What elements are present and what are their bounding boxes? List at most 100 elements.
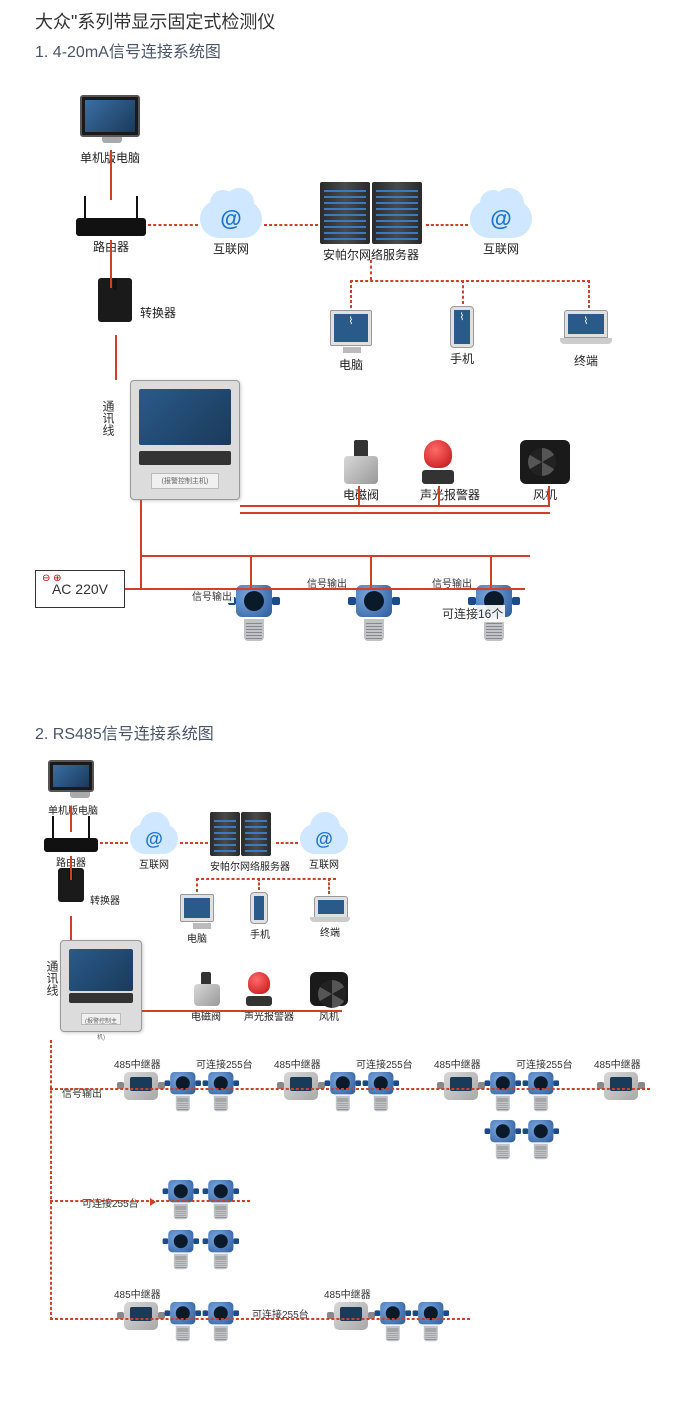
at-icon: @ [220,206,241,232]
line [196,878,198,892]
d2-converter-label: 转换器 [90,892,120,907]
d1-converter-label: 转换器 [140,304,176,321]
line [70,806,72,832]
d1-valve: 电磁阀 [340,440,382,503]
d2-server-label: 安帕尔网络服务器 [210,858,290,873]
repC2-label: 485中继器 [322,1286,373,1301]
line [70,856,72,880]
d1-terminal-label: 终端 [560,352,612,369]
d2-terminal-label: 终端 [310,924,350,939]
d2-cloud1-label: 互联网 [130,856,178,871]
line [125,588,525,590]
at-icon: @ [145,829,163,850]
line [100,842,128,844]
d2-converter [58,880,84,902]
line [258,878,260,890]
controller-plate: (报警控制主机) [151,473,219,489]
d2-cloud2: @ 互联网 [300,824,348,871]
line [50,1318,470,1320]
line [240,505,550,507]
d2-desktop: 电脑 [180,894,214,945]
section2-title: 2. RS485信号连接系统图 [35,720,214,744]
d1-mobile: ⌇ 手机 [450,306,474,367]
d1-sig1: 信号输出 [190,588,234,603]
repA3-label: 485中继器 [432,1056,483,1071]
title-main: 大众"系列带显示固定式检测仪 [35,8,275,34]
d2-detA2 [204,1072,252,1128]
line [148,224,198,226]
d1-fan: 风机 [520,440,570,503]
d2-pc-label: 单机版电脑 [48,802,98,817]
line [140,500,142,590]
d2-cloud1: @ 互联网 [130,824,178,871]
line [250,555,252,588]
d2-pc: 单机版电脑 [48,760,98,817]
d2-commline: 通讯线 [44,960,61,996]
line [588,280,590,308]
line [110,150,112,200]
d1-connect16: 可连接16个 [440,605,505,622]
line [142,1010,342,1012]
d1-cloud1-label: 互联网 [200,240,262,257]
line [370,555,372,588]
d1-valve-label: 电磁阀 [340,486,382,503]
d1-converter [98,290,132,322]
d1-cloud1: @ 互联网 [200,200,262,257]
at-icon: @ [490,206,511,232]
line [240,512,550,514]
d2-detB4 [204,1230,252,1286]
d1-commline: 通讯线 [100,400,117,436]
d2-detC4 [414,1302,462,1358]
d1-controller: (报警控制主机) [130,380,240,500]
d2-cloud2-label: 互联网 [300,856,348,871]
line [276,842,298,844]
line [328,878,330,894]
d2-detA4 [364,1072,412,1128]
d2-valve: 电磁阀 [190,972,222,1023]
d1-desktop: ⌇ 电脑 [330,310,372,373]
line [548,486,550,506]
d1-desktop-label: 电脑 [330,356,372,373]
d1-alarm: 声光报警器 [420,440,480,503]
line [350,280,590,282]
line [438,486,440,506]
d2-detB2 [204,1180,252,1236]
line [50,1040,52,1320]
d1-acbox: ⊖ ⊕ AC 220V [35,570,125,608]
repA1-label: 485中继器 [112,1056,163,1071]
d2-alarm: 声光报警器 [244,972,294,1023]
c255-a2: 可连接255台 [354,1056,415,1071]
line [180,842,208,844]
repA4-label: 485中继器 [592,1056,643,1071]
c255-a3: 可连接255台 [514,1056,575,1071]
line [358,486,360,506]
repA2-label: 485中继器 [272,1056,323,1071]
page: 大众"系列带显示固定式检测仪 1. 4-20mA信号连接系统图 单机版电脑 路由… [0,0,700,1407]
at-icon: @ [315,829,333,850]
d2-terminal: 终端 [310,896,350,939]
line [490,555,492,588]
c255-a1: 可连接255台 [194,1056,255,1071]
line [110,240,112,288]
d1-server: 安帕尔网络服务器 [320,182,422,263]
line [196,878,336,880]
d1-det2 [350,585,398,641]
d1-fan-label: 风机 [520,486,570,503]
controller-plate: (报警控制主机) [81,1013,121,1025]
d1-terminal: ⌇ 终端 [560,310,612,369]
line [140,555,530,557]
line [350,280,352,308]
line [50,1200,250,1202]
d2-fan: 风机 [310,972,348,1023]
d1-cloud2-label: 互联网 [470,240,532,257]
d2-detC2 [204,1302,252,1358]
c255-b: 可连接255台 [80,1195,141,1210]
line [115,335,117,380]
d2-controller: (报警控制主机) [60,940,142,1032]
d1-alarm-label: 声光报警器 [420,486,480,503]
section1-title: 1. 4-20mA信号连接系统图 [35,38,221,62]
d1-det1 [230,585,278,641]
line [426,224,468,226]
line [70,916,72,940]
d1-cloud2: @ 互联网 [470,200,532,257]
